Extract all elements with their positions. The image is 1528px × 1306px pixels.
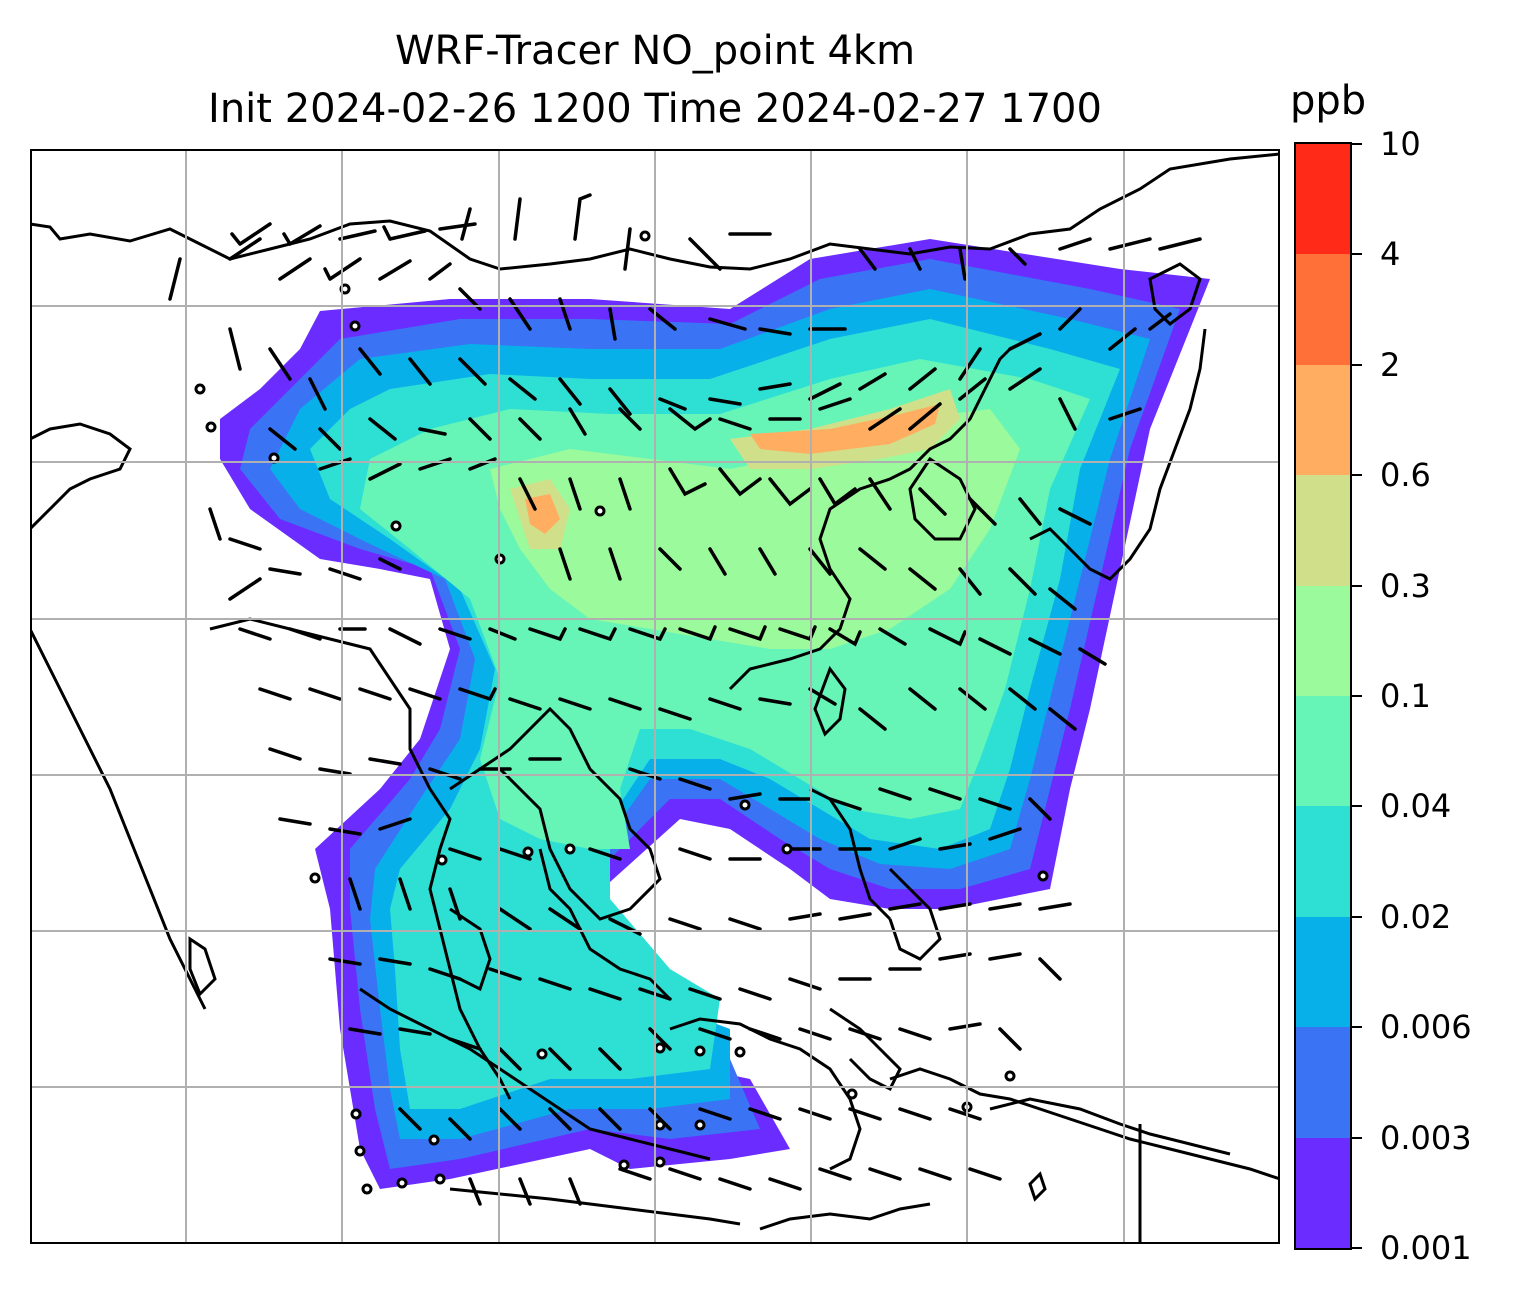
colorbar-segment — [1296, 1027, 1350, 1138]
colorbar-segment — [1296, 695, 1350, 807]
colorbar-segment — [1296, 475, 1350, 586]
colorbar-tick — [1352, 143, 1362, 145]
colorbar-segment — [1296, 1137, 1350, 1248]
gridlines — [30, 149, 1280, 1244]
colorbar-segment — [1296, 806, 1350, 917]
colorbar-tick-label: 2 — [1380, 345, 1401, 384]
colorbar-tick-label: 0.6 — [1380, 456, 1431, 495]
colorbar-tick-label: 4 — [1380, 235, 1401, 274]
colorbar — [1294, 142, 1352, 1250]
map-panel — [30, 149, 1280, 1244]
colorbar-tick — [1352, 1247, 1362, 1249]
colorbar-tick — [1352, 363, 1362, 366]
colorbar-tick — [1352, 915, 1362, 918]
colorbar-tick-label: 10 — [1380, 125, 1421, 163]
colorbar-segment — [1296, 916, 1350, 1028]
colorbar-tick — [1352, 1136, 1362, 1139]
map-border — [30, 149, 1280, 1244]
map-subtitle: Init 2024-02-26 1200 Time 2024-02-27 170… — [208, 86, 1102, 132]
wind-barbs — [168, 193, 1202, 1206]
colorbar-unit: ppb — [1290, 78, 1367, 124]
colorbar-tick-label: 0.1 — [1380, 677, 1431, 715]
colorbar-tick — [1352, 474, 1362, 477]
colorbar-segment — [1296, 254, 1350, 365]
colorbar-tick-label: 0.006 — [1380, 1008, 1472, 1047]
colorbar-tick — [1352, 1026, 1362, 1029]
colorbar-tick — [1352, 695, 1362, 697]
colorbar-tick-label: 0.001 — [1380, 1229, 1472, 1267]
station-markers — [194, 230, 1049, 1195]
map-title: WRF-Tracer NO_point 4km — [394, 28, 916, 74]
colorbar-tick-label: 0.04 — [1380, 787, 1452, 826]
colorbar-tick — [1352, 253, 1362, 256]
concentration-field — [220, 239, 1210, 1189]
colorbar-tick-label: 0.02 — [1380, 897, 1452, 936]
colorbar-tick — [1352, 584, 1362, 587]
colorbar-tick-label: 0.3 — [1380, 566, 1431, 605]
colorbar-segment — [1296, 585, 1350, 696]
colorbar-tick — [1352, 805, 1362, 808]
colorbar-segment — [1296, 364, 1350, 476]
colorbar-segment — [1296, 143, 1350, 255]
colorbar-tick-label: 0.003 — [1380, 1118, 1472, 1157]
